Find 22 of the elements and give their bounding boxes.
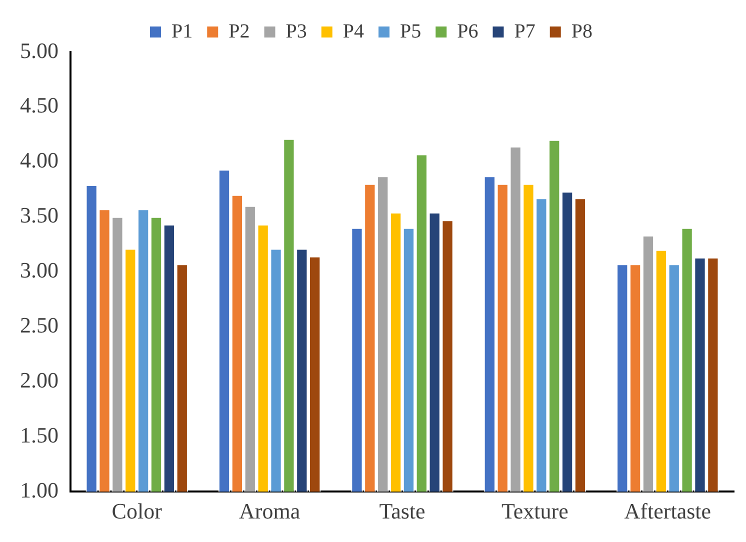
legend-label: P2	[228, 20, 250, 42]
y-tick-label: 3.00	[20, 258, 58, 283]
legend-label: P3	[286, 20, 307, 42]
y-tick-label: 2.50	[20, 312, 58, 338]
legend-label: P4	[342, 20, 364, 42]
x-tick-label: Taste	[379, 498, 426, 524]
x-tick-label: Aftertaste	[624, 498, 712, 524]
y-tick-label: 4.50	[20, 92, 58, 118]
legend-label: P8	[571, 20, 592, 42]
x-tick-label: Color	[112, 498, 163, 524]
y-tick-label: 2.00	[20, 367, 58, 392]
y-tick-label: 4.00	[20, 148, 58, 173]
y-tick-label: 1.50	[20, 422, 58, 448]
legend-label: P5	[400, 20, 422, 42]
y-tick-label: 3.50	[20, 202, 58, 228]
legend-label: P1	[172, 20, 193, 42]
legend-label: P6	[457, 20, 478, 42]
y-tick-label: 5.00	[20, 38, 58, 63]
x-tick-label: Texture	[502, 498, 568, 524]
x-tick-label: Aroma	[239, 498, 300, 524]
legend-label: P7	[514, 20, 536, 42]
y-tick-label: 1.00	[20, 477, 58, 502]
